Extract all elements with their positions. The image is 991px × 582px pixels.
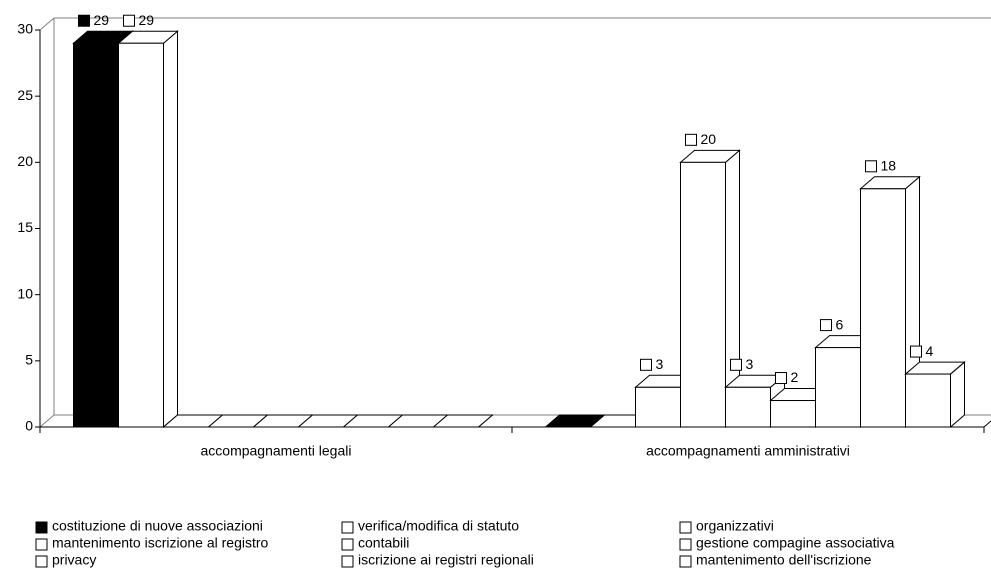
data-label: 3 [746, 356, 754, 372]
legend-key [341, 555, 354, 568]
legend-key [341, 538, 354, 551]
legend-label: verifica/modifica di statuto [358, 518, 519, 534]
bar [635, 386, 681, 428]
y-tick-label: 20 [17, 153, 33, 169]
bar-top [432, 414, 494, 428]
legend-label: privacy [52, 552, 96, 568]
data-label: 29 [94, 12, 110, 28]
bar [118, 42, 164, 428]
y-tick-label: 0 [25, 418, 33, 434]
bar [860, 188, 906, 428]
bar [73, 42, 119, 428]
bar [725, 386, 771, 428]
legend-label: costituzione di nuove associazioni [52, 518, 263, 534]
bar [815, 347, 861, 428]
data-label-key [685, 133, 697, 146]
data-label: 3 [656, 356, 664, 372]
legend-label: gestione compagine associativa [696, 535, 895, 551]
legend-label: mantenimento iscrizione al registro [52, 535, 269, 551]
y-tick-label: 25 [17, 87, 33, 103]
data-label: 2 [791, 369, 799, 385]
legend-key [679, 521, 692, 534]
data-label: 18 [881, 158, 897, 174]
bar [770, 400, 816, 428]
data-label-key [123, 14, 135, 27]
legend-label: mantenimento dell'iscrizione [696, 552, 872, 568]
y-tick-label: 15 [17, 219, 33, 235]
x-tick-label: accompagnamenti legali [201, 443, 352, 459]
data-label: 6 [836, 316, 844, 332]
y-tick-label: 5 [25, 352, 33, 368]
legend-label: iscrizione ai registri regionali [358, 552, 534, 568]
bar [680, 161, 726, 428]
legend-key [679, 538, 692, 551]
legend-key [35, 555, 48, 568]
data-label: 20 [701, 131, 717, 147]
data-label: 4 [926, 343, 934, 359]
legend-key [679, 555, 692, 568]
data-label-key [775, 372, 787, 385]
x-axis-back [983, 420, 991, 428]
bar-side [163, 30, 178, 429]
y-tick-label: 30 [17, 21, 33, 37]
data-label-key [640, 358, 652, 371]
data-label: 29 [139, 12, 155, 28]
side-wall-top [39, 17, 55, 31]
data-label-key [910, 345, 922, 358]
data-label-key [78, 14, 90, 27]
data-label-key [730, 358, 742, 371]
data-label-key [820, 319, 832, 332]
x-tick-label: accompagnamenti amministrativi [646, 443, 850, 459]
legend-key [341, 521, 354, 534]
legend-label: organizzativi [696, 518, 774, 534]
data-label-key [865, 160, 877, 173]
legend-label: contabili [358, 535, 409, 551]
y-tick-label: 10 [17, 285, 33, 301]
bar [905, 373, 951, 428]
legend-key [35, 538, 48, 551]
legend-key [35, 521, 48, 534]
